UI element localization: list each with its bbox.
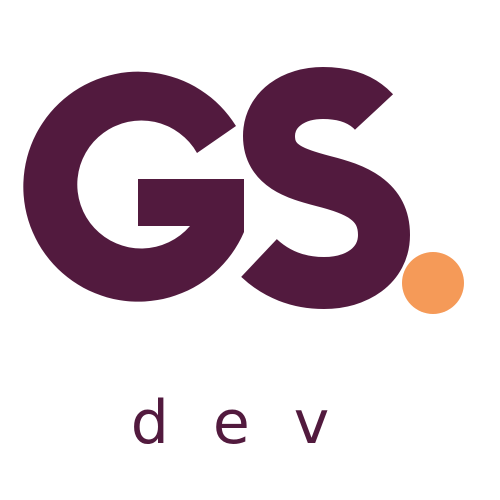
logo-subtext: dev xyxy=(131,388,374,458)
logo-letter-g xyxy=(23,71,245,302)
logo-letter-s xyxy=(241,67,410,309)
logo-accent-dot xyxy=(402,252,464,314)
